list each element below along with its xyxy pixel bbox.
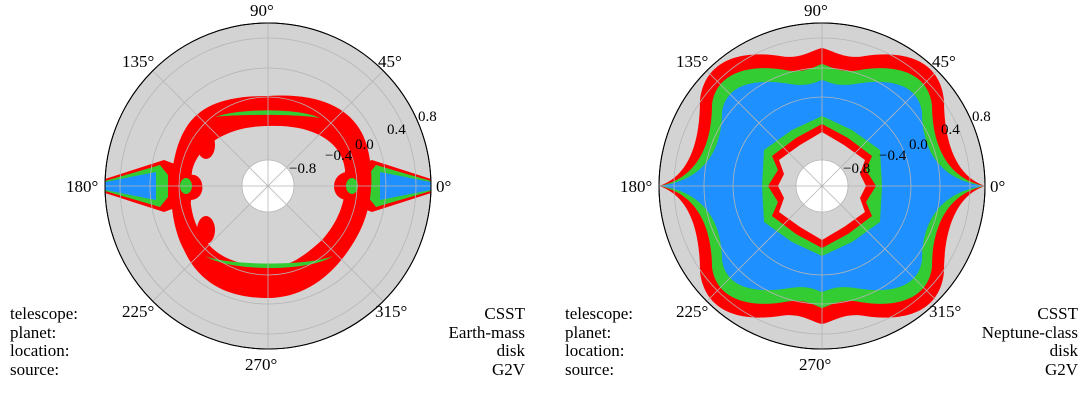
r-label-neg0.4: −0.4 xyxy=(879,148,907,164)
info-label-source: source: xyxy=(565,359,615,379)
info-value-planet: Neptune-class xyxy=(981,322,1078,342)
r-label-0.4: 0.4 xyxy=(941,122,960,138)
info-label-location: location: xyxy=(565,341,625,360)
info-value-location: disk xyxy=(496,341,525,360)
theta-label-0: 0° xyxy=(436,177,451,196)
info-values-left: CSST Earth-mass disk G2V xyxy=(448,304,525,379)
theta-label-270: 270° xyxy=(799,355,831,374)
r-label-neg0.4: −0.4 xyxy=(325,148,353,164)
theta-label-180: 180° xyxy=(66,177,98,196)
theta-label-0: 0° xyxy=(990,177,1005,196)
r-label-0.8: 0.8 xyxy=(972,109,991,125)
theta-label-45: 45° xyxy=(932,52,956,71)
ring-green-upper xyxy=(215,110,320,118)
hole-spokes xyxy=(242,160,294,212)
info-label-telescope: telescope: xyxy=(565,304,633,323)
info-value-location: disk xyxy=(1049,341,1078,360)
info-label-location: location: xyxy=(10,341,70,360)
r-label-0.4: 0.4 xyxy=(387,122,406,138)
polar-plot-neptune-class: 0° 45° 90° 135° 180° 225° 270° 315° −0.8… xyxy=(620,1,1005,374)
theta-label-45: 45° xyxy=(378,52,402,71)
polar-plot-earth-mass: 0° 45° 90° 135° 180° 225° 270° 315° −0.8… xyxy=(66,1,451,374)
theta-label-225: 225° xyxy=(122,302,154,321)
r-label-0.8: 0.8 xyxy=(418,109,437,125)
theta-label-225: 225° xyxy=(676,302,708,321)
info-value-telescope: CSST xyxy=(1037,304,1078,323)
info-labels-right: telescope: planet: location: source: xyxy=(565,304,633,379)
info-value-source: G2V xyxy=(491,359,525,379)
r-label-0.0: 0.0 xyxy=(355,137,374,153)
info-label-planet: planet: xyxy=(565,322,612,342)
theta-label-135: 135° xyxy=(676,52,708,71)
theta-label-180: 180° xyxy=(620,177,652,196)
lower-left-blob-red xyxy=(197,216,215,244)
ring-red xyxy=(171,95,372,299)
hole-spokes xyxy=(796,160,848,212)
r-label-neg0.8: −0.8 xyxy=(843,161,870,177)
theta-label-270: 270° xyxy=(245,355,277,374)
info-value-source: G2V xyxy=(1044,359,1078,379)
r-label-neg0.8: −0.8 xyxy=(289,161,316,177)
upper-left-blob-red xyxy=(197,131,215,159)
info-label-source: source: xyxy=(10,359,60,379)
theta-label-315: 315° xyxy=(375,302,407,321)
ring-green-lower xyxy=(205,256,333,268)
info-value-planet: Earth-mass xyxy=(448,322,525,342)
theta-label-90: 90° xyxy=(250,1,274,20)
left-inner-red xyxy=(190,174,203,200)
info-label-planet: planet: xyxy=(10,322,57,342)
info-values-right: CSST Neptune-class disk G2V xyxy=(981,304,1078,379)
r-label-0.0: 0.0 xyxy=(909,137,928,153)
info-label-telescope: telescope: xyxy=(10,304,78,323)
info-labels-left: telescope: planet: location: source: xyxy=(10,304,78,379)
theta-label-90: 90° xyxy=(804,1,828,20)
info-value-telescope: CSST xyxy=(484,304,525,323)
theta-label-315: 315° xyxy=(929,302,961,321)
theta-label-135: 135° xyxy=(122,52,154,71)
